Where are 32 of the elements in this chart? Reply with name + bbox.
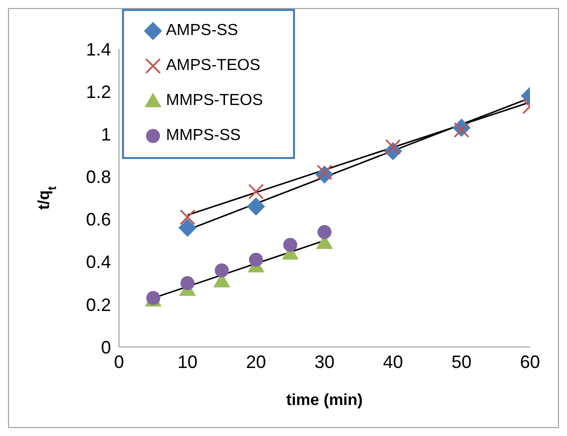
x-tick-label: 30 <box>314 352 335 372</box>
legend-label: MMPS-TEOS <box>166 92 263 110</box>
point <box>385 139 401 155</box>
x-tick-label: 20 <box>246 352 266 372</box>
x-tick-label: 60 <box>520 352 540 372</box>
point <box>180 276 194 290</box>
point <box>248 184 264 200</box>
y-tick-label: 1.4 <box>86 39 111 60</box>
y-tick-label: 0.6 <box>86 210 111 230</box>
x-axis-title: time (min) <box>286 392 363 409</box>
legend-label: MMPS-SS <box>166 126 241 144</box>
legend-label: AMPS-TEOS <box>166 56 260 74</box>
point <box>454 122 470 138</box>
x-tick-label: 0 <box>114 352 124 372</box>
x-tick-label: 40 <box>382 352 404 372</box>
x-tick-label: 10 <box>177 352 198 372</box>
point <box>178 218 197 237</box>
y-tick-label: 1.2 <box>86 82 111 102</box>
legend-label: AMPS-SS <box>166 22 238 40</box>
y-tick-label: 1 <box>100 124 111 145</box>
point <box>283 238 298 252</box>
y-tick-label: 0.2 <box>86 294 111 315</box>
point <box>246 197 266 216</box>
y-tick-label: 0.8 <box>86 167 111 188</box>
point <box>214 263 229 278</box>
point <box>249 252 263 267</box>
point <box>180 209 196 225</box>
point <box>318 225 332 240</box>
y-tick-label: 0 <box>100 337 111 358</box>
x-tick-label: 50 <box>451 352 472 372</box>
point <box>316 164 332 180</box>
y-tick-label: 0.4 <box>86 252 111 272</box>
